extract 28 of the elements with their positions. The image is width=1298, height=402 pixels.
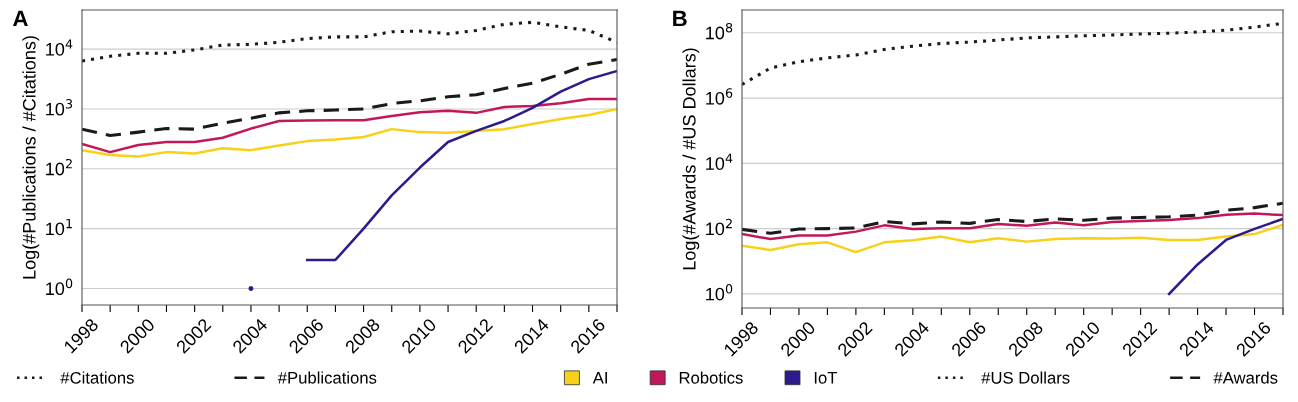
y-tick-label: 10$^{0}$ (46, 278, 73, 296)
y-tick-label: 10$^{4}$ (706, 153, 733, 170)
y-tick-label: 10$^{2}$ (706, 218, 732, 236)
legend-label: #Publications (277, 371, 377, 384)
line-series (82, 97, 617, 154)
y-axis-title: Log(#Publications / #Citations) (22, 36, 40, 279)
y-tick-label: 10$^{1}$ (46, 218, 72, 236)
line-series (742, 201, 1283, 235)
legend-label: #US Dollars (981, 371, 1070, 384)
legend-label: #Awards (1213, 371, 1278, 384)
y-tick-label: 10$^{0}$ (706, 284, 733, 301)
line-series (742, 223, 1283, 254)
line-series (742, 212, 1283, 241)
legend-label: AI (592, 372, 607, 384)
line-series (82, 107, 617, 158)
legend-label: #Citations (60, 371, 134, 384)
y-axis-title: Log(#Awards / #US Dollars) (682, 48, 700, 270)
y-tick-label: 10$^{3}$ (46, 99, 73, 116)
chart-title: A (13, 10, 28, 27)
legend-label: IoT (814, 372, 838, 384)
line-series (1167, 217, 1283, 296)
line-series (82, 57, 617, 138)
chart-title: B (673, 10, 687, 27)
y-tick-label: 10$^{8}$ (706, 22, 733, 40)
y-tick-label: 10$^{4}$ (46, 39, 73, 56)
y-tick-label: 10$^{2}$ (46, 158, 72, 176)
y-tick-label: 10$^{6}$ (706, 88, 733, 105)
legend-label: Robotics (679, 371, 743, 384)
